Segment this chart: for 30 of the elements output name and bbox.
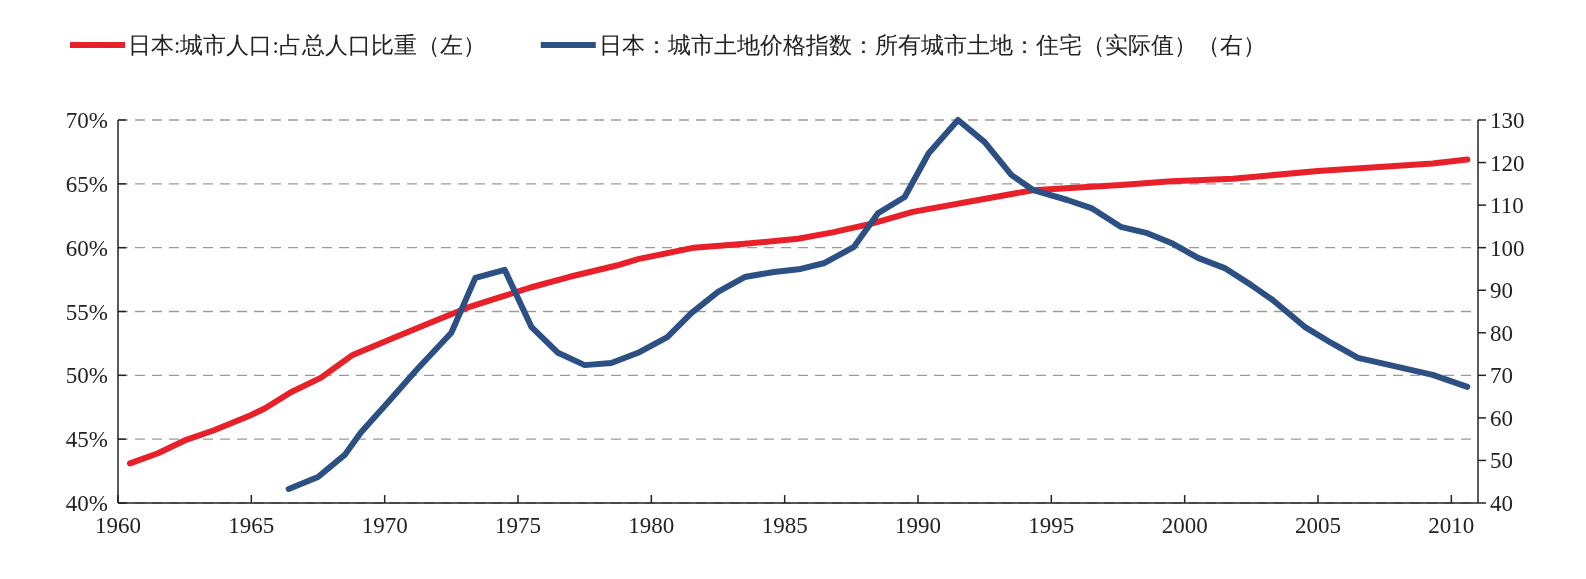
y2-tick-label: 50 — [1490, 448, 1513, 474]
y2-tick-label: 110 — [1490, 193, 1524, 219]
legend-label: 日本：城市土地价格指数：所有城市土地：住宅（实际值）（右） — [598, 33, 1266, 58]
y2-tick-label: 90 — [1490, 278, 1513, 304]
x-tick-label: 1970 — [361, 513, 408, 538]
y-tick-label: 50% — [65, 363, 108, 389]
y2-tick-label: 130 — [1490, 108, 1525, 133]
x-tick-label: 1980 — [628, 513, 675, 538]
y-tick-label: 40% — [65, 491, 108, 516]
y-tick-label: 65% — [65, 171, 108, 197]
x-tick-label: 1985 — [761, 513, 808, 538]
y2-tick-label: 70 — [1490, 363, 1513, 389]
y-tick-label: 70% — [65, 108, 108, 133]
x-tick-label: 2000 — [1161, 513, 1208, 538]
y2-tick-label: 40 — [1490, 491, 1513, 516]
x-tick-label: 1990 — [895, 513, 941, 538]
x-tick-label: 1965 — [228, 513, 275, 538]
y2-tick-label: 120 — [1490, 150, 1525, 176]
y-tick-label: 60% — [65, 235, 108, 261]
legend-label: 日本:城市人口:占总人口比重（左） — [128, 33, 486, 58]
x-tick-label: 2005 — [1295, 513, 1341, 538]
x-tick-label: 1975 — [495, 513, 541, 538]
y2-tick-label: 100 — [1490, 235, 1525, 261]
x-tick-label: 1960 — [95, 513, 141, 538]
y2-tick-label: 80 — [1490, 320, 1513, 346]
y-tick-label: 45% — [65, 427, 108, 453]
y-tick-label: 55% — [65, 299, 108, 325]
x-tick-label: 1995 — [1028, 513, 1075, 538]
x-tick-label: 2010 — [1428, 513, 1475, 538]
y2-tick-label: 60 — [1490, 405, 1513, 431]
